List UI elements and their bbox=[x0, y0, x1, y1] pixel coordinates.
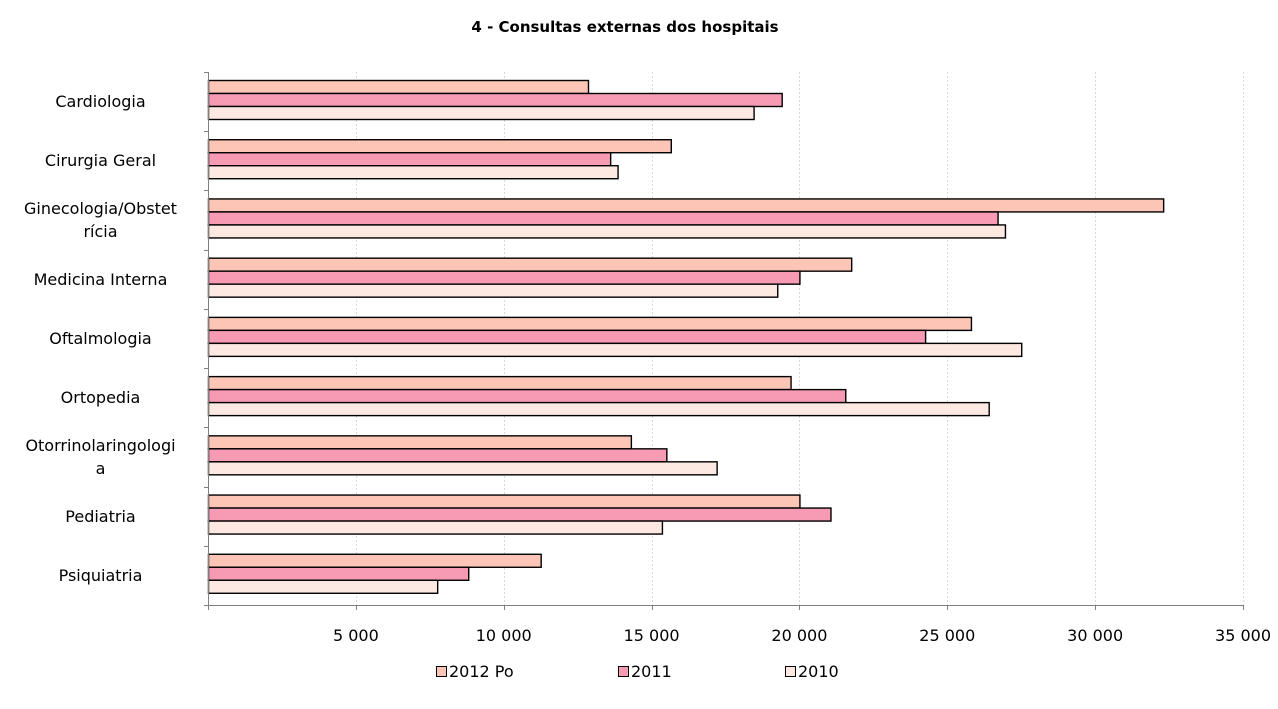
bar-7-3 bbox=[207, 461, 718, 476]
category-label-line: Cirurgia Geral bbox=[44, 151, 157, 171]
legend-label: 2012 Po bbox=[449, 662, 514, 681]
category-label-line: Oftalmologia bbox=[49, 329, 152, 348]
bar-3-3 bbox=[207, 224, 1007, 239]
category-label-line: Pediatria bbox=[65, 506, 136, 526]
x-tick-label: 35 000 bbox=[1215, 626, 1271, 645]
bar-3-1 bbox=[207, 198, 1165, 213]
category-label: Cardiologia bbox=[8, 90, 193, 113]
bars bbox=[207, 79, 1165, 594]
bar-6-3 bbox=[207, 401, 990, 417]
legend-swatch bbox=[785, 666, 796, 677]
legend-label: 2010 bbox=[798, 662, 839, 681]
axes bbox=[204, 72, 1244, 610]
x-tick-label: 25 000 bbox=[919, 626, 976, 645]
x-tick-label: 10 000 bbox=[475, 626, 532, 645]
bar-1-1 bbox=[207, 79, 590, 95]
category-label-line: a bbox=[95, 458, 106, 478]
bar-3-2 bbox=[207, 211, 999, 226]
category-label-line: rícia bbox=[83, 222, 118, 242]
category-label-line: Ginecologia/Obstet bbox=[24, 199, 177, 219]
category-label: Cirurgia Geral bbox=[8, 149, 193, 172]
category-label-line: Cardiologia bbox=[55, 92, 146, 112]
bar-8-1 bbox=[207, 494, 801, 509]
category-label-line: Psiquiatria bbox=[58, 565, 143, 585]
bar-9-1 bbox=[207, 553, 542, 568]
category-label: Psiquiatria bbox=[8, 564, 193, 587]
bar-9-2 bbox=[207, 566, 470, 581]
bar-9-3 bbox=[207, 579, 439, 594]
category-label: Ginecologia/Obstet rícia bbox=[8, 197, 193, 243]
category-label: Ortopedia bbox=[8, 386, 193, 409]
x-tick-label: 15 000 bbox=[623, 626, 680, 645]
category-label-line: Ortopedia bbox=[60, 388, 141, 408]
bar-5-2 bbox=[207, 329, 927, 345]
legend-label: 2011 bbox=[631, 662, 672, 681]
bar-1-2 bbox=[207, 92, 783, 108]
bar-4-3 bbox=[207, 283, 779, 298]
bar-7-2 bbox=[207, 448, 668, 463]
bar-8-2 bbox=[207, 507, 832, 522]
bar-2-3 bbox=[207, 165, 619, 180]
legend-item: 2011 bbox=[618, 662, 672, 681]
chart-title: 4 - Consultas externas dos hospitais bbox=[471, 18, 779, 36]
bar-5-3 bbox=[207, 342, 1023, 358]
legend: 2012 Po 2011 2010 bbox=[436, 662, 896, 686]
legend-item: 2012 Po bbox=[436, 662, 514, 681]
category-label: Otorrinolaringologi a bbox=[8, 434, 193, 480]
x-tick-label: 20 000 bbox=[771, 626, 828, 645]
legend-swatch bbox=[436, 666, 447, 677]
bar-1-3 bbox=[207, 105, 755, 121]
category-label: Pediatria bbox=[8, 505, 193, 528]
category-label-line: Otorrinolaringologi bbox=[25, 435, 176, 455]
bar-2-2 bbox=[207, 152, 612, 167]
bar-8-3 bbox=[207, 520, 664, 535]
x-tick-label: 30 000 bbox=[1067, 626, 1124, 645]
legend-item: 2010 bbox=[785, 662, 839, 681]
bar-2-1 bbox=[207, 139, 672, 154]
x-tick-label: 5 000 bbox=[332, 626, 379, 645]
bar-7-1 bbox=[207, 435, 633, 450]
category-label-line: Medicina Interna bbox=[33, 269, 168, 289]
bar-4-2 bbox=[207, 270, 801, 285]
category-label: Medicina Interna bbox=[8, 268, 193, 291]
legend-swatch bbox=[618, 666, 629, 677]
bar-4-1 bbox=[207, 257, 853, 272]
category-label: Oftalmologia bbox=[8, 327, 193, 350]
bar-6-1 bbox=[207, 375, 792, 391]
bar-6-2 bbox=[207, 388, 847, 404]
bar-5-1 bbox=[207, 316, 973, 332]
